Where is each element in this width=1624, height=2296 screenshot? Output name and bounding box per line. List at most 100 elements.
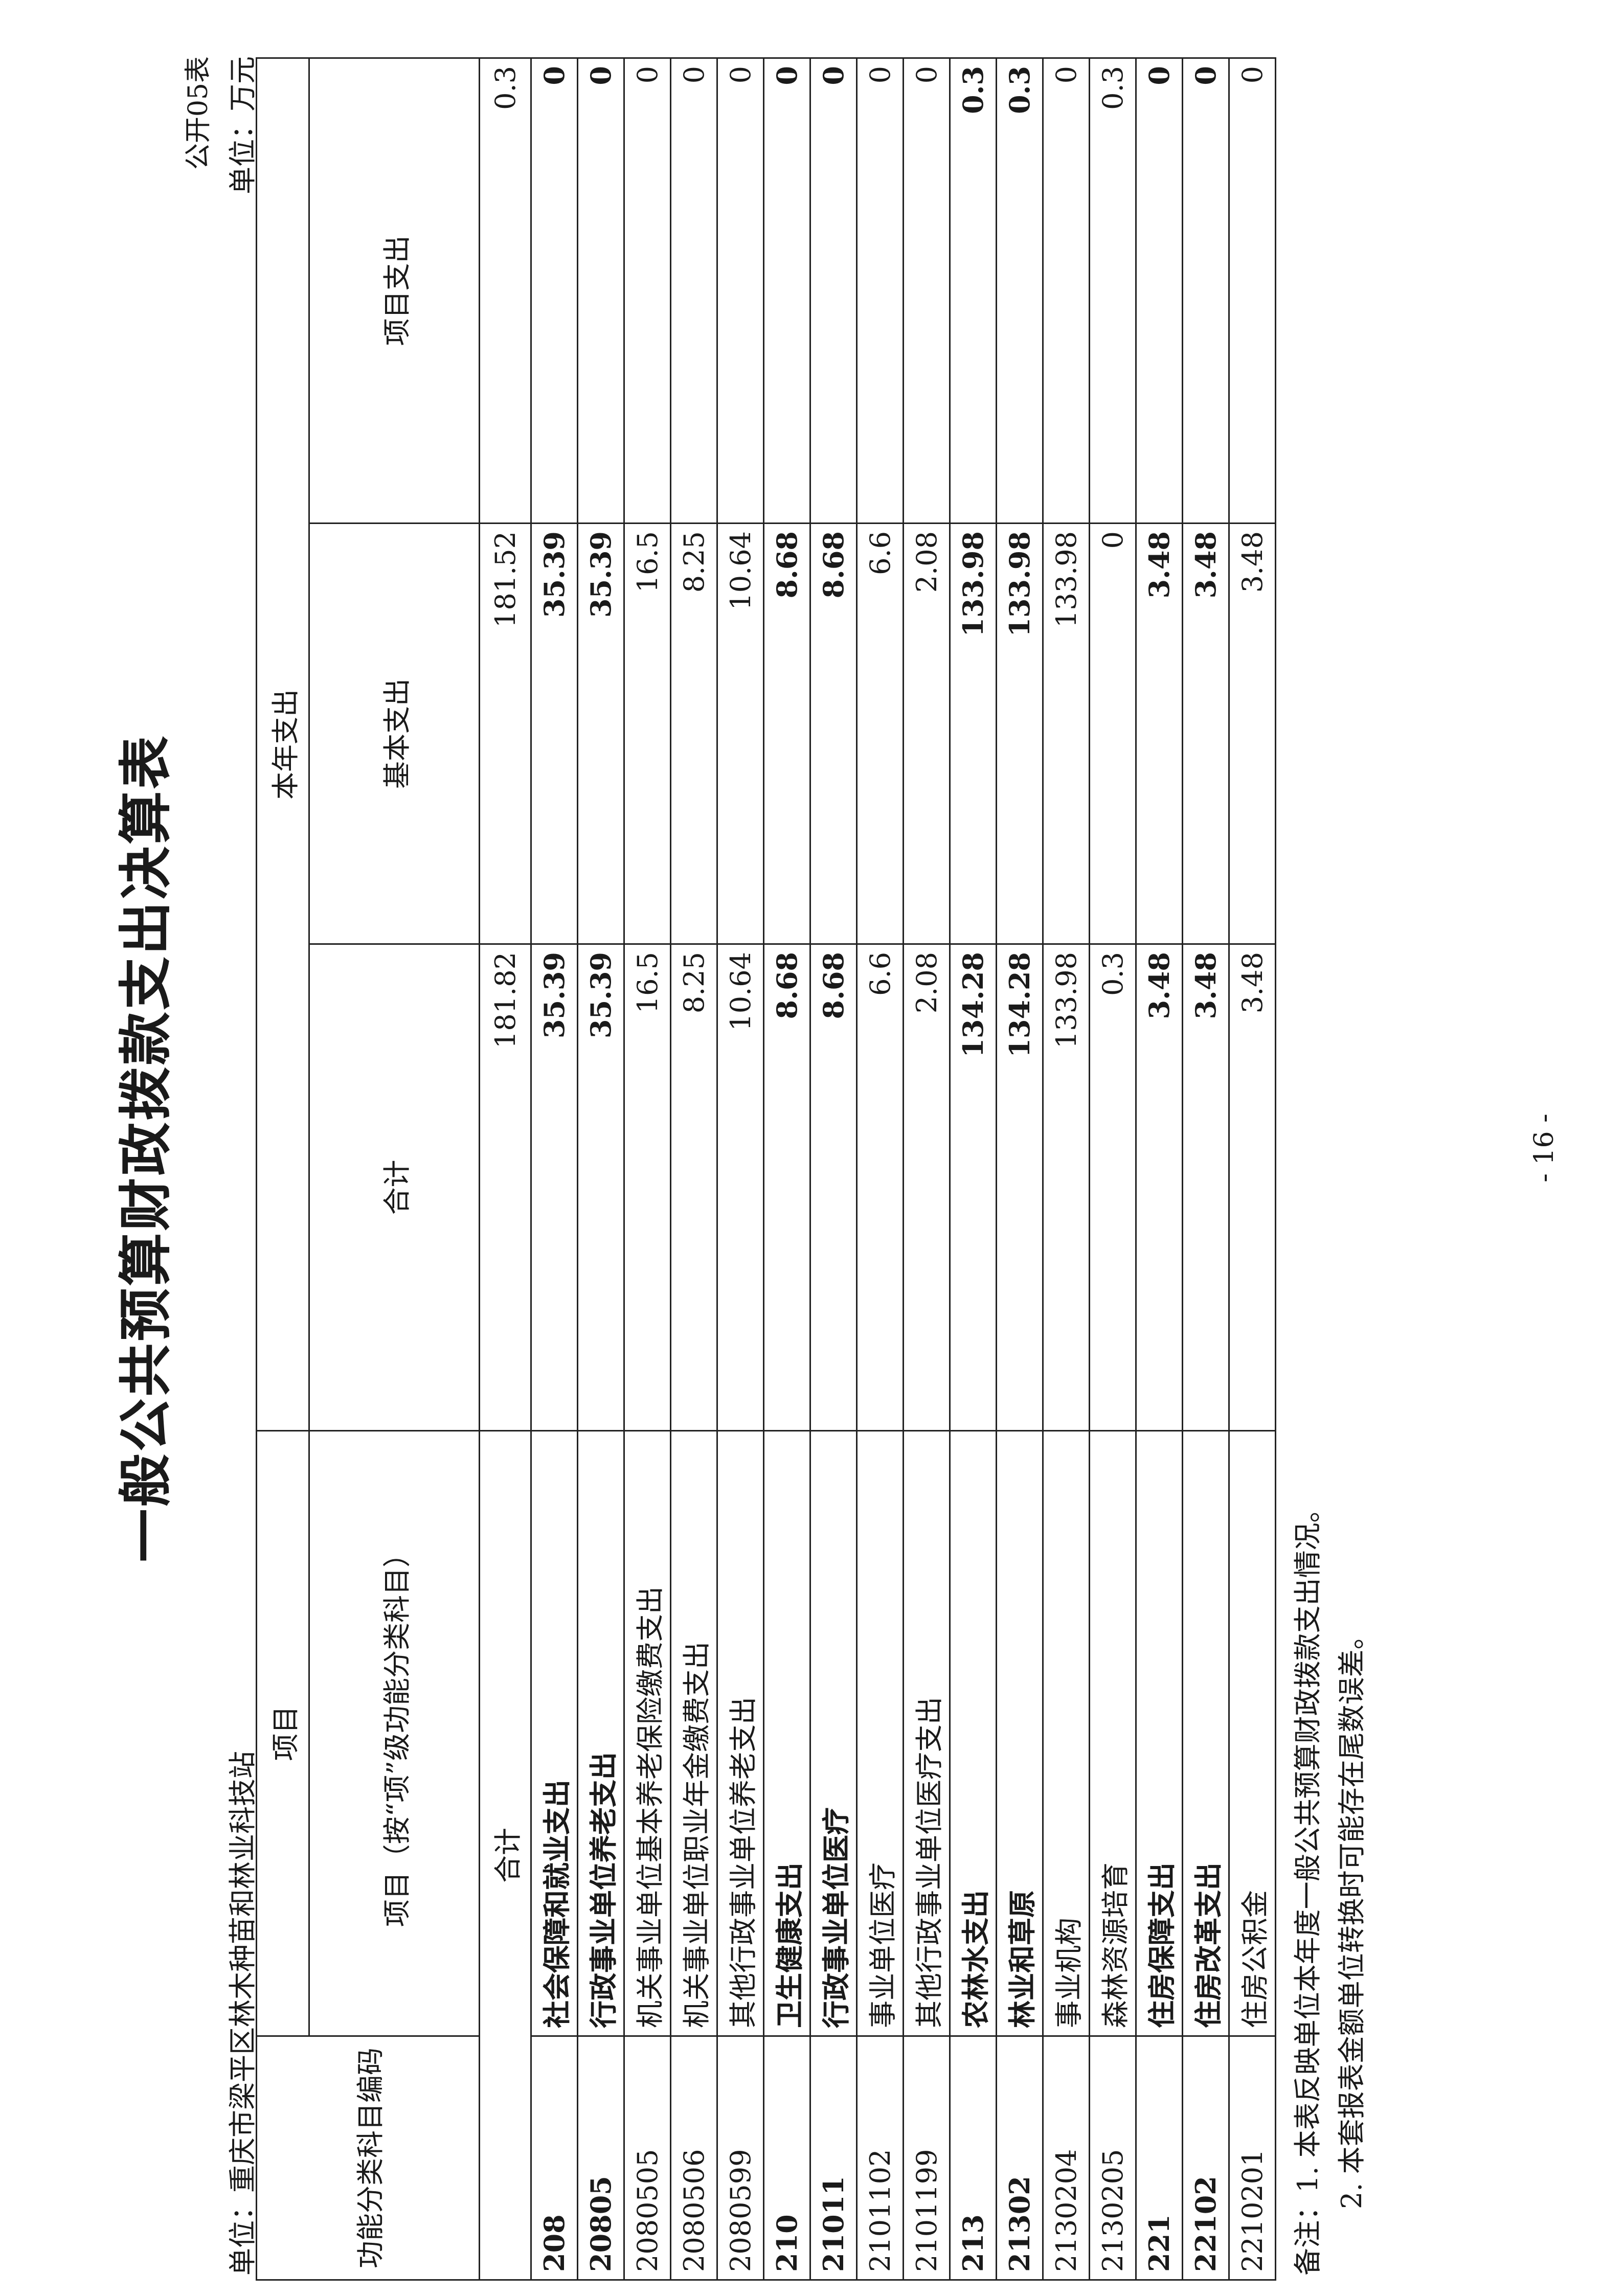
row-code: 20805 (577, 2036, 624, 2280)
row-code: 2080599 (717, 2036, 764, 2280)
header-item: 项目（按“项”级功能分类科目） (309, 1430, 480, 2036)
total-label: 合计 (479, 1430, 531, 2280)
row-basic: 10.64 (717, 523, 764, 944)
table-row: 2080505 机关事业单位基本养老保险缴费支出 16.5 16.5 0 (624, 58, 671, 2280)
row-name: 行政事业单位医疗 (810, 1430, 857, 2036)
row-basic: 8.68 (763, 523, 810, 944)
row-project: 0 (624, 58, 671, 524)
row-basic: 35.39 (531, 523, 578, 944)
row-name: 事业机构 (1043, 1430, 1090, 2036)
form-number: 公开05表 (183, 56, 214, 170)
row-total: 35.39 (531, 944, 578, 1431)
row-total: 3.48 (1136, 944, 1183, 1431)
row-project: 0 (670, 58, 717, 524)
table-row: 2101102 事业单位医疗 6.6 6.6 0 (856, 58, 904, 2280)
row-code: 2101102 (856, 2036, 904, 2280)
row-total: 2.08 (903, 944, 950, 1431)
header-project: 项目支出 (309, 58, 480, 524)
row-name: 林业和草原 (996, 1430, 1043, 2036)
row-project: 0 (903, 58, 950, 524)
row-name: 社会保障和就业支出 (531, 1430, 578, 2036)
row-code: 2210201 (1229, 2036, 1276, 2280)
row-total: 3.48 (1182, 944, 1229, 1431)
row-code: 22102 (1182, 2036, 1229, 2280)
row-project: 0 (1136, 58, 1183, 524)
row-code: 2080505 (624, 2036, 671, 2280)
row-project: 0.3 (950, 58, 997, 524)
row-name: 住房公积金 (1229, 1430, 1276, 2036)
row-total: 8.68 (810, 944, 857, 1431)
table-row: 221 住房保障支出 3.48 3.48 0 (1136, 58, 1183, 2280)
total-row: 合计 181.82 181.52 0.3 (479, 58, 531, 2280)
table-row: 2080599 其他行政事业单位养老支出 10.64 10.64 0 (717, 58, 764, 2280)
row-total: 10.64 (717, 944, 764, 1431)
row-basic: 16.5 (624, 523, 671, 944)
row-name: 住房保障支出 (1136, 1430, 1183, 2036)
expenditure-table: 功能分类科目编码 项目 本年支出 项目（按“项”级功能分类科目） 合计 基本支出… (256, 57, 1276, 2281)
row-code: 21302 (996, 2036, 1043, 2280)
table-row: 21011 行政事业单位医疗 8.68 8.68 0 (810, 58, 857, 2280)
row-basic: 0 (1089, 523, 1136, 944)
row-basic: 8.68 (810, 523, 857, 944)
row-total: 0.3 (1089, 944, 1136, 1431)
row-basic: 3.48 (1229, 523, 1276, 944)
table-row: 2130204 事业机构 133.98 133.98 0 (1043, 58, 1090, 2280)
row-total: 16.5 (624, 944, 671, 1431)
row-total: 133.98 (1043, 944, 1090, 1431)
row-code: 2130204 (1043, 2036, 1090, 2280)
row-name: 行政事业单位养老支出 (577, 1430, 624, 2036)
row-basic: 133.98 (996, 523, 1043, 944)
header-current-year: 本年支出 (256, 58, 309, 1431)
row-project: 0 (1043, 58, 1090, 524)
total-amount: 181.82 (479, 944, 531, 1431)
row-basic: 8.25 (670, 523, 717, 944)
row-project: 0 (577, 58, 624, 524)
row-code: 210 (763, 2036, 810, 2280)
row-total: 3.48 (1229, 944, 1276, 1431)
row-name: 卫生健康支出 (763, 1430, 810, 2036)
row-code: 2130205 (1089, 2036, 1136, 2280)
row-total: 35.39 (577, 944, 624, 1431)
row-name: 森林资源培育 (1089, 1430, 1136, 2036)
row-code: 221 (1136, 2036, 1183, 2280)
row-project: 0 (531, 58, 578, 524)
row-basic: 2.08 (903, 523, 950, 944)
row-basic: 3.48 (1182, 523, 1229, 944)
row-total: 6.6 (856, 944, 904, 1431)
row-code: 2080506 (670, 2036, 717, 2280)
unit-currency: 单位：万元 (227, 56, 259, 194)
row-total: 134.28 (996, 944, 1043, 1431)
row-name: 事业单位医疗 (856, 1430, 904, 2036)
row-project: 0 (1229, 58, 1276, 524)
row-code: 213 (950, 2036, 997, 2280)
header-item-group: 项目 (256, 1430, 309, 2036)
unit-organization: 单位：重庆市梁平区林木种苗和林业科技站 (227, 1751, 259, 2276)
header-basic: 基本支出 (309, 523, 480, 944)
row-project: 0 (856, 58, 904, 524)
row-project: 0 (717, 58, 764, 524)
table-row: 22102 住房改革支出 3.48 3.48 0 (1182, 58, 1229, 2280)
row-total: 8.25 (670, 944, 717, 1431)
row-total: 8.68 (763, 944, 810, 1431)
row-total: 134.28 (950, 944, 997, 1431)
row-basic: 35.39 (577, 523, 624, 944)
table-row: 20805 行政事业单位养老支出 35.39 35.39 0 (577, 58, 624, 2280)
row-project: 0 (1182, 58, 1229, 524)
table-row: 210 卫生健康支出 8.68 8.68 0 (763, 58, 810, 2280)
row-code: 2101199 (903, 2036, 950, 2280)
row-basic: 133.98 (1043, 523, 1090, 944)
note-2: 2. 本套报表金额单位转换时可能存在尾数误差。 (1336, 1622, 1368, 2209)
note-1: 备注：1. 本表反映单位本年度一般公共预算财政拨款支出情况。 (1292, 1495, 1324, 2276)
table-row: 2130205 森林资源培育 0.3 0 0.3 (1089, 58, 1136, 2280)
row-project: 0.3 (996, 58, 1043, 524)
table-row: 2101199 其他行政事业单位医疗支出 2.08 2.08 0 (903, 58, 950, 2280)
row-name: 住房改革支出 (1182, 1430, 1229, 2036)
row-name: 其他行政事业单位医疗支出 (903, 1430, 950, 2036)
total-project: 0.3 (479, 58, 531, 524)
row-name: 机关事业单位职业年金缴费支出 (670, 1430, 717, 2036)
row-basic: 133.98 (950, 523, 997, 944)
table-row: 21302 林业和草原 134.28 133.98 0.3 (996, 58, 1043, 2280)
row-basic: 3.48 (1136, 523, 1183, 944)
row-name: 机关事业单位基本养老保险缴费支出 (624, 1430, 671, 2036)
